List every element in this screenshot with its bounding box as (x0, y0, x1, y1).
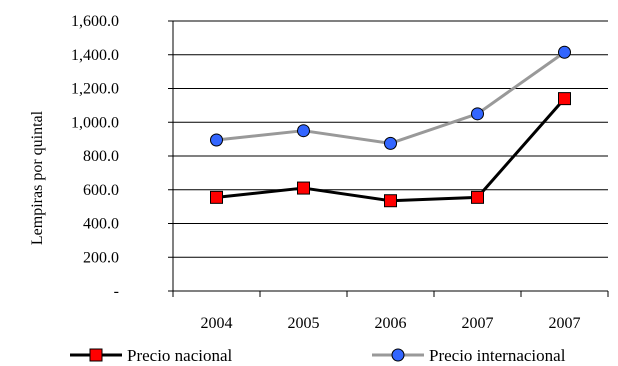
x-tick-label: 2005 (288, 315, 320, 332)
legend-item-precio-nacional: Precio nacional (70, 346, 233, 365)
legend-marker-precio-nacional (89, 348, 103, 362)
data-point-precio-nacional (210, 190, 223, 204)
y-tick-label: 1,000.0 (71, 114, 119, 131)
data-point-precio-nacional (297, 181, 310, 195)
legend-label-precio-nacional: Precio nacional (127, 346, 233, 365)
y-axis-title: Lempiras por quintal (29, 110, 46, 245)
x-tick-labels: 2004 2005 2006 2007 2007 (201, 315, 581, 332)
axes (168, 20, 609, 297)
series-line-precio-internacional (216, 50, 566, 145)
data-point-precio-nacional (384, 194, 397, 208)
y-tick-label: 1,200.0 (71, 81, 119, 98)
data-point-precio-internacional (471, 107, 484, 121)
x-tick-label: 2006 (375, 315, 407, 332)
y-tick-label: 400.0 (83, 216, 119, 233)
y-tick-label: 600.0 (83, 182, 119, 199)
legend-item-precio-internacional: Precio internacional (372, 346, 566, 365)
x-tick-label: 2007 (462, 315, 494, 332)
data-point-precio-internacional (297, 124, 310, 138)
y-tick-label: - (114, 283, 119, 300)
x-tick-label: 2004 (201, 315, 233, 332)
x-tick-label: 2007 (549, 315, 581, 332)
legend: Precio nacional Precio internacional (70, 346, 566, 365)
data-point-precio-internacional (558, 45, 571, 59)
data-point-precio-internacional (384, 136, 397, 150)
data-point-precio-internacional (210, 133, 223, 147)
y-tick-label: 200.0 (83, 249, 119, 266)
y-tick-label: 1,600.0 (71, 13, 119, 30)
y-tick-labels: - 200.0 400.0 600.0 800.0 1,000.0 1,200.0 1,400… (71, 13, 119, 300)
y-tick-label: 800.0 (83, 148, 119, 165)
legend-marker-precio-internacional (391, 348, 405, 362)
y-tick-label: 1,400.0 (71, 47, 119, 64)
legend-label-precio-internacional: Precio internacional (429, 346, 566, 365)
gridlines (173, 20, 608, 258)
series-lines (210, 45, 571, 208)
data-point-precio-nacional (471, 190, 484, 204)
data-point-precio-nacional (558, 92, 571, 106)
